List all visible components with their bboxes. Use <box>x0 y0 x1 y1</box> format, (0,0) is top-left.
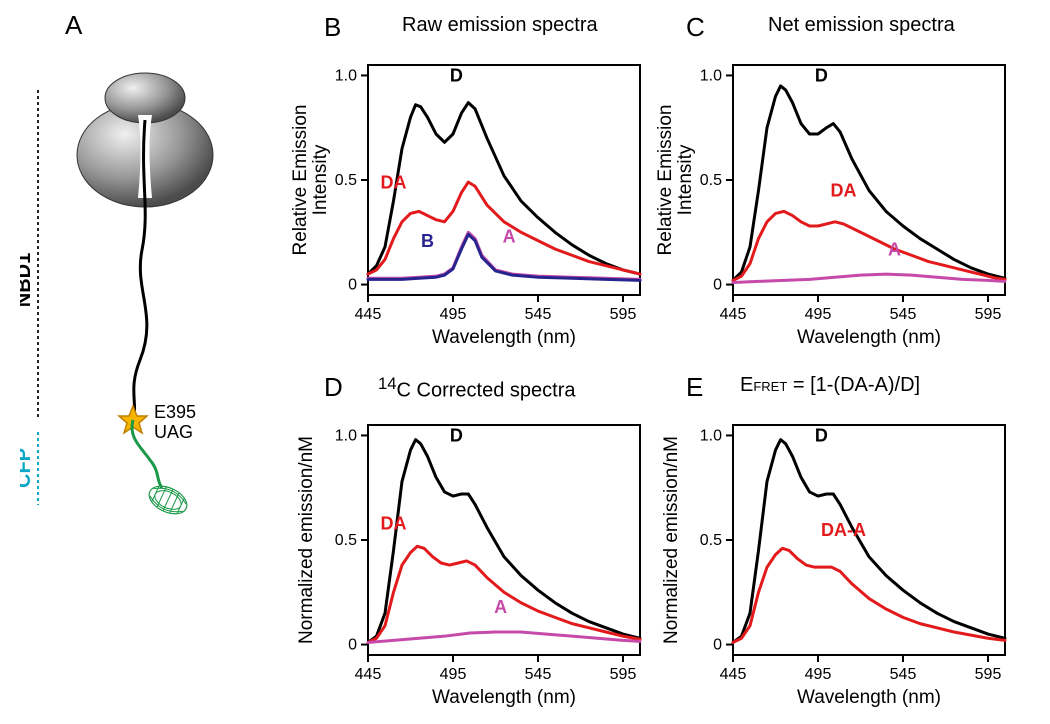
svg-text:1.0: 1.0 <box>700 67 722 84</box>
svg-text:Intensity: Intensity <box>310 144 331 215</box>
svg-text:Relative Emission: Relative Emission <box>655 105 676 256</box>
svg-text:545: 545 <box>890 306 917 323</box>
svg-text:595: 595 <box>975 666 1002 683</box>
svg-text:Wavelength (nm): Wavelength (nm) <box>797 687 941 708</box>
svg-text:545: 545 <box>890 666 917 683</box>
svg-text:A: A <box>503 227 516 247</box>
svg-text:DA-A: DA-A <box>821 520 866 540</box>
svg-text:0.5: 0.5 <box>700 532 722 549</box>
nbd1-label: NBD1 <box>20 253 35 307</box>
panel-d-title-sup: 14 <box>378 374 397 393</box>
svg-text:0.5: 0.5 <box>700 172 722 189</box>
svg-text:Wavelength (nm): Wavelength (nm) <box>432 327 576 348</box>
panel-d-title: 14C Corrected spectra <box>378 374 576 403</box>
panel-c-label: C <box>686 12 705 43</box>
svg-text:595: 595 <box>610 306 637 323</box>
svg-text:545: 545 <box>525 666 552 683</box>
svg-text:495: 495 <box>440 306 467 323</box>
svg-text:0: 0 <box>348 277 357 294</box>
svg-text:495: 495 <box>805 306 832 323</box>
svg-text:445: 445 <box>720 306 747 323</box>
svg-text:Intensity: Intensity <box>675 144 696 215</box>
svg-text:DA: DA <box>381 514 407 534</box>
svg-text:Wavelength (nm): Wavelength (nm) <box>432 687 576 708</box>
panel-b-title: Raw emission spectra <box>402 14 598 37</box>
svg-text:545: 545 <box>525 306 552 323</box>
svg-text:D: D <box>815 66 828 86</box>
svg-text:595: 595 <box>975 306 1002 323</box>
svg-text:495: 495 <box>805 666 832 683</box>
svg-text:Relative Emission: Relative Emission <box>290 105 311 256</box>
svg-text:0.5: 0.5 <box>335 172 357 189</box>
svg-text:445: 445 <box>355 666 382 683</box>
svg-text:Wavelength (nm): Wavelength (nm) <box>797 327 941 348</box>
figure-root: A NBD1 CFP E395 UAG <box>0 0 1050 724</box>
svg-text:445: 445 <box>720 666 747 683</box>
svg-text:D: D <box>450 426 463 446</box>
svg-text:1.0: 1.0 <box>335 67 357 84</box>
svg-text:Normalized emission/nM: Normalized emission/nM <box>661 436 682 644</box>
panel-d-chart: 445 495 545 595 0 0.5 1.0 Wavelength (nm) Normal… <box>290 405 650 715</box>
svg-text:D: D <box>450 66 463 86</box>
cfp-label: CFP <box>20 448 35 488</box>
cfp-barrel-icon <box>145 481 191 520</box>
svg-text:A: A <box>494 597 507 617</box>
panel-b-chart: 445 495 545 595 0 0.5 1.0 Wavelength (nm) Relati… <box>290 45 650 355</box>
panel-b-label: B <box>324 12 341 43</box>
svg-text:0: 0 <box>348 637 357 654</box>
svg-text:495: 495 <box>440 666 467 683</box>
svg-text:Normalized emission/nM: Normalized emission/nM <box>296 436 317 644</box>
svg-text:DA: DA <box>381 172 407 192</box>
panel-d-label: D <box>324 372 343 403</box>
panel-c-chart: 445 495 545 595 0 0.5 1.0 Wavelength (nm) Relati… <box>655 45 1015 355</box>
svg-text:B: B <box>421 231 434 251</box>
svg-text:1.0: 1.0 <box>335 427 357 444</box>
panel-a-label: A <box>65 10 82 41</box>
svg-text:A: A <box>888 239 901 259</box>
panel-e-label: E <box>686 372 703 403</box>
svg-text:1.0: 1.0 <box>700 427 722 444</box>
svg-text:0.5: 0.5 <box>335 532 357 549</box>
panel-e-chart: 445 495 545 595 0 0.5 1.0 Wavelength (nm) Normal… <box>655 405 1015 715</box>
mutation-e395-label: E395 <box>154 402 196 422</box>
svg-text:D: D <box>815 426 828 446</box>
svg-text:0: 0 <box>713 277 722 294</box>
panel-d-title-text: C Corrected spectra <box>397 380 576 402</box>
svg-text:DA: DA <box>831 181 857 201</box>
svg-text:445: 445 <box>355 306 382 323</box>
panel-c-title: Net emission spectra <box>768 14 955 37</box>
svg-text:0: 0 <box>713 637 722 654</box>
panel-a-diagram: NBD1 CFP E395 UAG <box>20 60 250 530</box>
svg-text:595: 595 <box>610 666 637 683</box>
panel-e-title: EFRET = [1-(DA-A)/D] <box>740 374 920 397</box>
mutation-uag-label: UAG <box>154 422 193 442</box>
